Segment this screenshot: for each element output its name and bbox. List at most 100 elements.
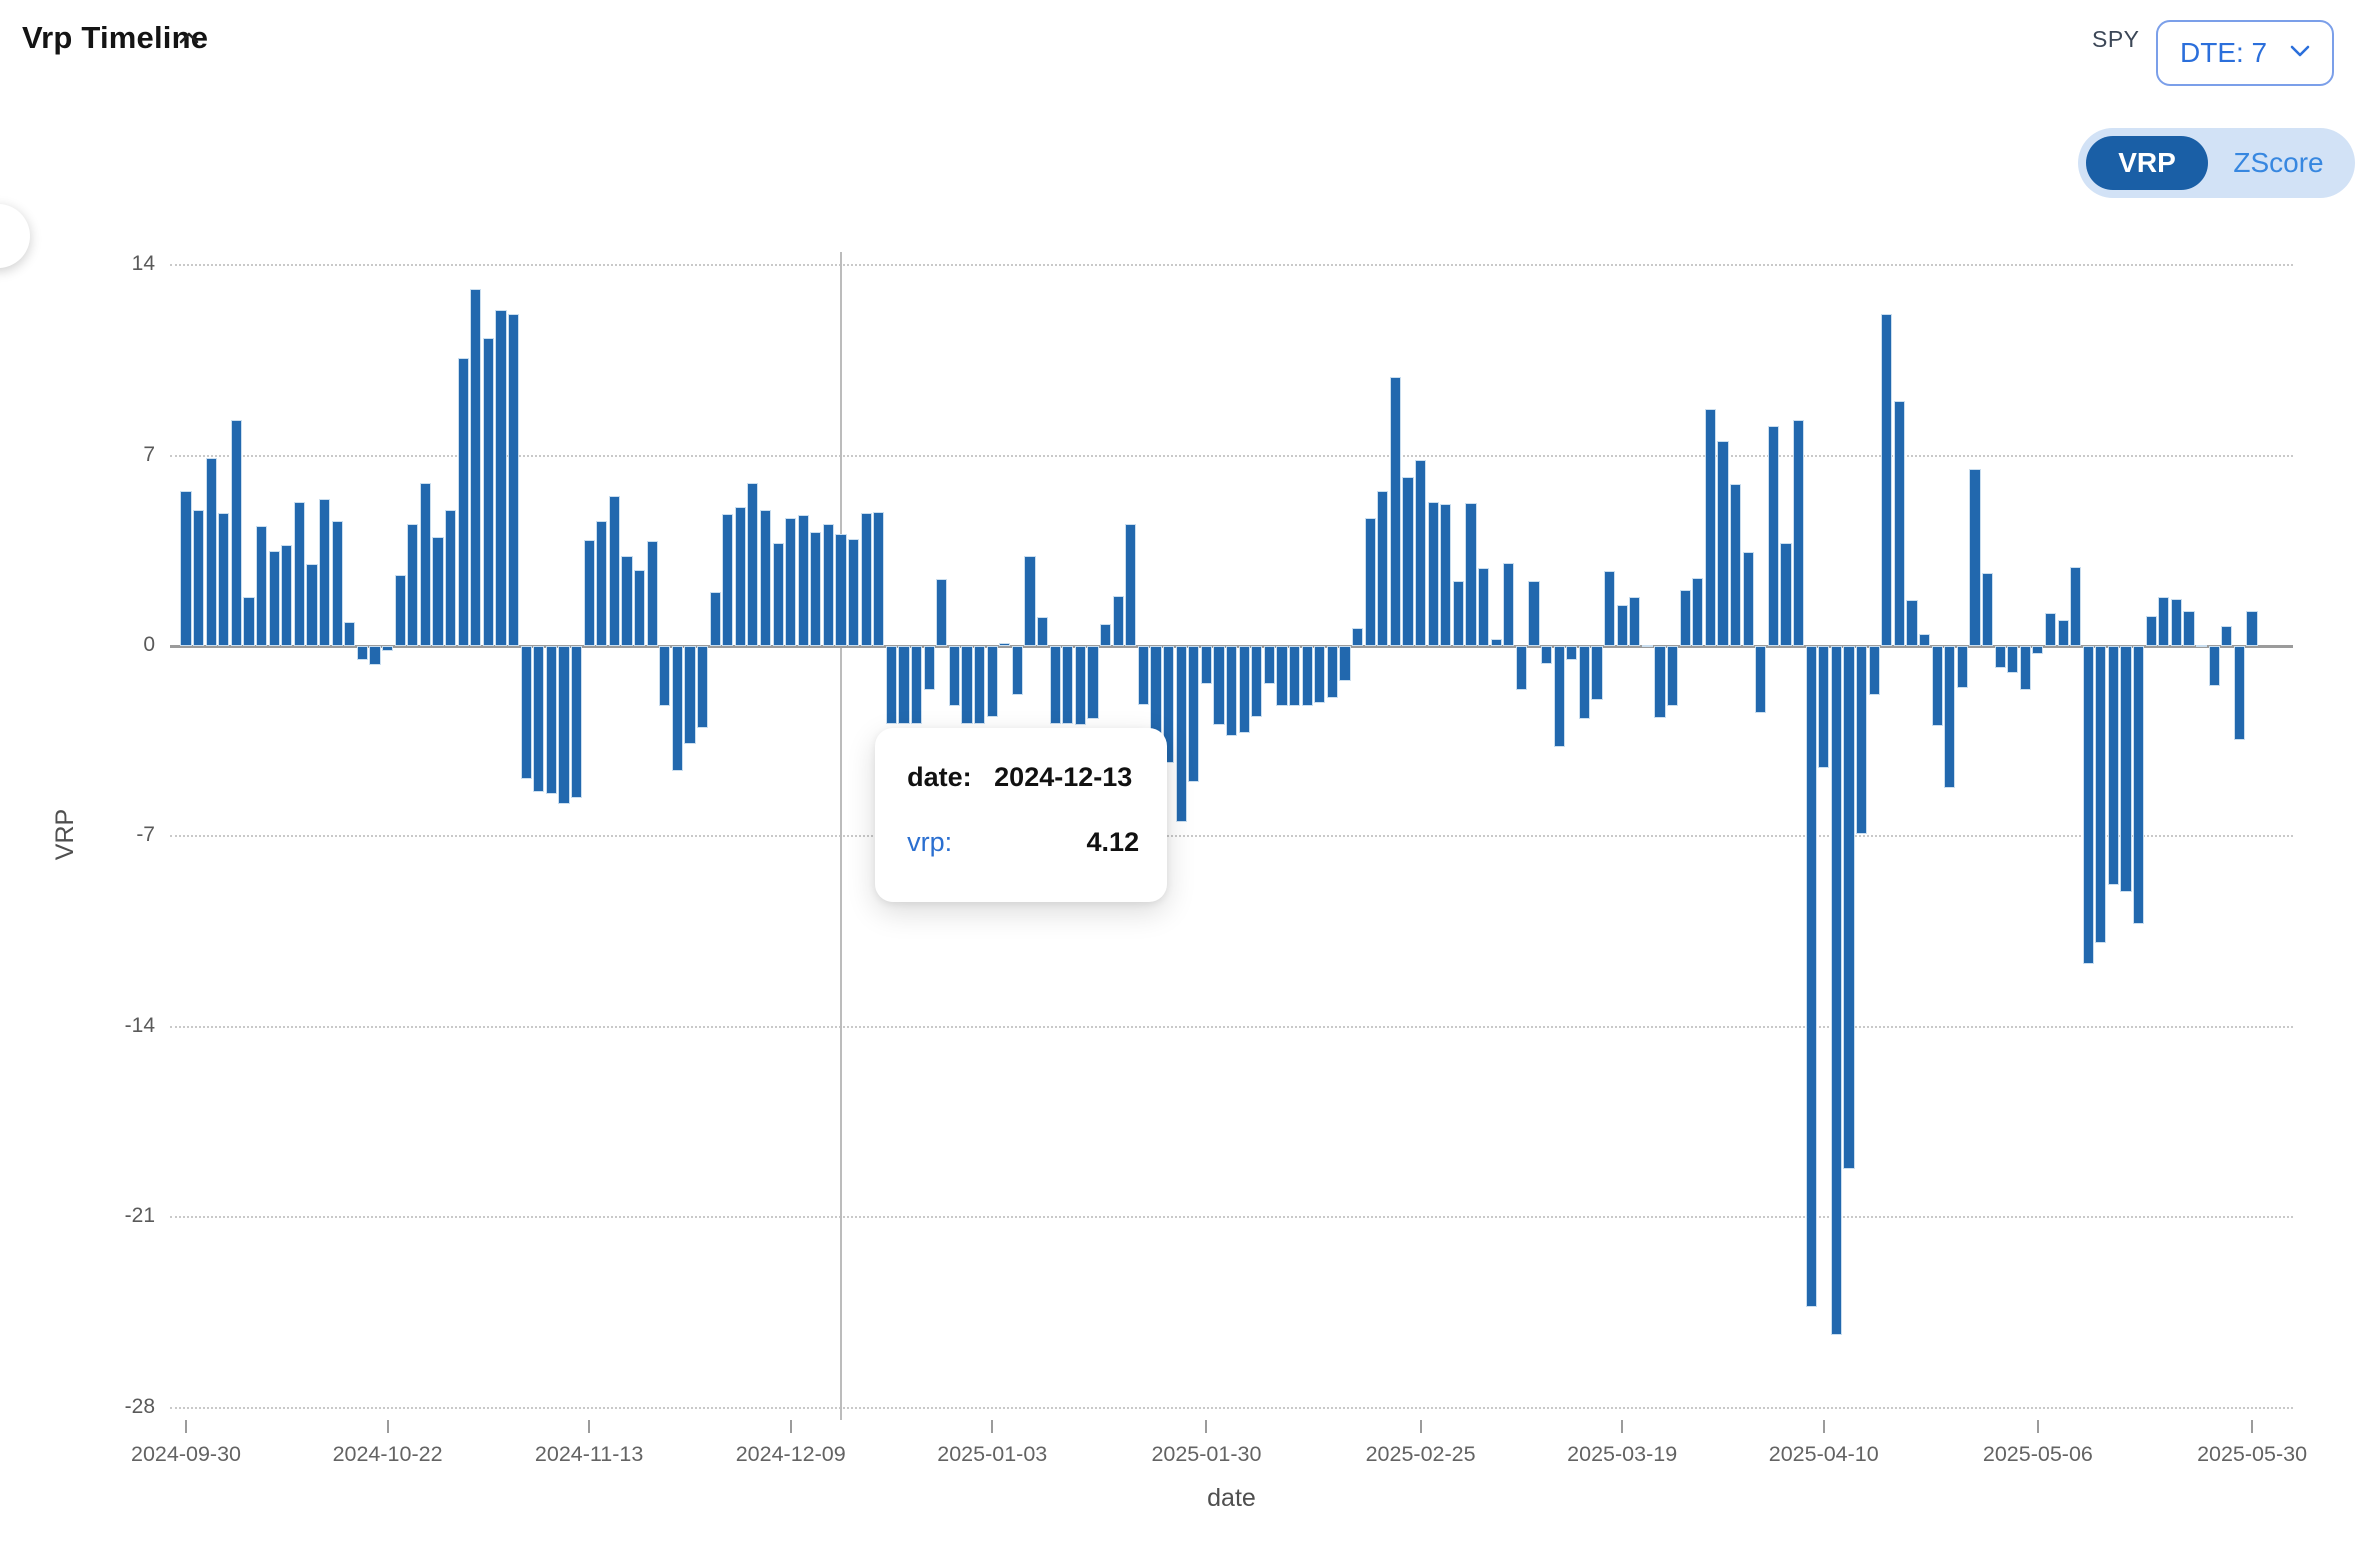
bar[interactable] [2057, 620, 2069, 646]
bar[interactable] [281, 545, 293, 646]
bar[interactable] [1654, 646, 1666, 719]
bar[interactable] [1112, 595, 1124, 646]
bar[interactable] [772, 542, 784, 646]
bar[interactable] [1011, 646, 1024, 695]
bar[interactable] [696, 646, 709, 728]
bar[interactable] [1352, 628, 1364, 646]
bar[interactable] [1931, 646, 1943, 727]
bar[interactable] [2107, 646, 2120, 886]
bar[interactable] [470, 289, 482, 646]
bar[interactable] [1717, 440, 1729, 646]
bar[interactable] [1263, 646, 1275, 685]
bar[interactable] [1603, 571, 1616, 646]
bar[interactable] [1729, 484, 1742, 646]
bar[interactable] [2170, 599, 2183, 646]
bar[interactable] [318, 499, 331, 646]
bar[interactable] [1629, 597, 1641, 646]
bar[interactable] [1301, 646, 1313, 706]
bar[interactable] [1289, 646, 1301, 706]
bar[interactable] [1591, 646, 1603, 701]
bar[interactable] [356, 646, 368, 660]
bar[interactable] [1427, 501, 1439, 646]
bar[interactable] [1087, 646, 1099, 720]
bar[interactable] [1490, 639, 1502, 646]
bar[interactable] [1326, 646, 1338, 698]
bar[interactable] [608, 496, 620, 646]
toggle-option-zscore[interactable]: ZScore [2233, 147, 2324, 178]
bar[interactable] [1238, 646, 1250, 734]
bar[interactable] [1792, 420, 1805, 646]
bar[interactable] [1175, 646, 1187, 822]
bar[interactable] [1188, 646, 1200, 783]
bar[interactable] [1780, 542, 1792, 646]
bar[interactable] [759, 509, 772, 646]
bar[interactable] [1868, 646, 1880, 695]
bar[interactable] [1402, 477, 1414, 646]
bar[interactable] [1339, 646, 1351, 682]
bar[interactable] [457, 357, 469, 646]
toggle-option-vrp[interactable]: VRP [2086, 136, 2208, 190]
bar[interactable] [1843, 646, 1855, 1169]
bar[interactable] [1440, 504, 1452, 646]
bar[interactable] [1037, 617, 1049, 646]
bar[interactable] [1855, 646, 1868, 834]
bar[interactable] [1503, 562, 1515, 646]
bar[interactable] [218, 512, 230, 646]
bar[interactable] [1981, 572, 1994, 646]
bar[interactable] [885, 646, 898, 724]
bar[interactable] [1553, 646, 1565, 747]
bar[interactable] [2120, 646, 2132, 893]
bar[interactable] [873, 511, 885, 646]
bar[interactable] [1755, 646, 1767, 713]
bar[interactable] [633, 569, 646, 646]
bar[interactable] [1566, 646, 1578, 660]
bar[interactable] [1704, 409, 1716, 646]
bar[interactable] [381, 646, 394, 652]
bar[interactable] [1100, 624, 1112, 646]
bar[interactable] [961, 646, 973, 724]
bar[interactable] [180, 490, 192, 646]
bar[interactable] [1805, 646, 1817, 1308]
bar[interactable] [1163, 646, 1175, 764]
bar[interactable] [898, 646, 910, 724]
dte-select[interactable]: DTE: 7 [2156, 20, 2334, 86]
bar[interactable] [596, 520, 608, 646]
bar[interactable] [797, 515, 809, 646]
bar[interactable] [2095, 646, 2107, 943]
bar[interactable] [923, 646, 935, 690]
bar[interactable] [1666, 646, 1679, 706]
bar[interactable] [1881, 313, 1893, 646]
bar[interactable] [1125, 523, 1137, 646]
bar[interactable] [1415, 459, 1427, 646]
bar[interactable] [1679, 590, 1691, 646]
bar[interactable] [482, 338, 494, 646]
bar[interactable] [1742, 552, 1754, 646]
bar[interactable] [1616, 605, 1628, 646]
bar[interactable] [268, 550, 280, 646]
bar[interactable] [822, 523, 835, 646]
bar[interactable] [747, 482, 759, 646]
bar[interactable] [1818, 646, 1830, 769]
bar[interactable] [810, 531, 822, 646]
bar[interactable] [709, 591, 721, 646]
bar[interactable] [1452, 580, 1464, 646]
bar[interactable] [1956, 646, 1968, 689]
bar[interactable] [671, 646, 683, 772]
collapse-chevron-up-icon[interactable] [178, 30, 200, 46]
bar[interactable] [1969, 469, 1981, 646]
bar[interactable] [974, 646, 986, 724]
bar[interactable] [2133, 646, 2145, 924]
bar[interactable] [936, 579, 948, 646]
bar[interactable] [331, 520, 343, 646]
bar[interactable] [255, 526, 268, 646]
bar[interactable] [1918, 633, 1931, 646]
bar[interactable] [2032, 646, 2044, 655]
bar[interactable] [432, 537, 444, 646]
bar[interactable] [407, 523, 419, 646]
bar[interactable] [545, 646, 557, 795]
bar[interactable] [1062, 646, 1074, 724]
bar[interactable] [1994, 646, 2006, 668]
bar[interactable] [583, 539, 595, 646]
bar[interactable] [1377, 490, 1389, 646]
